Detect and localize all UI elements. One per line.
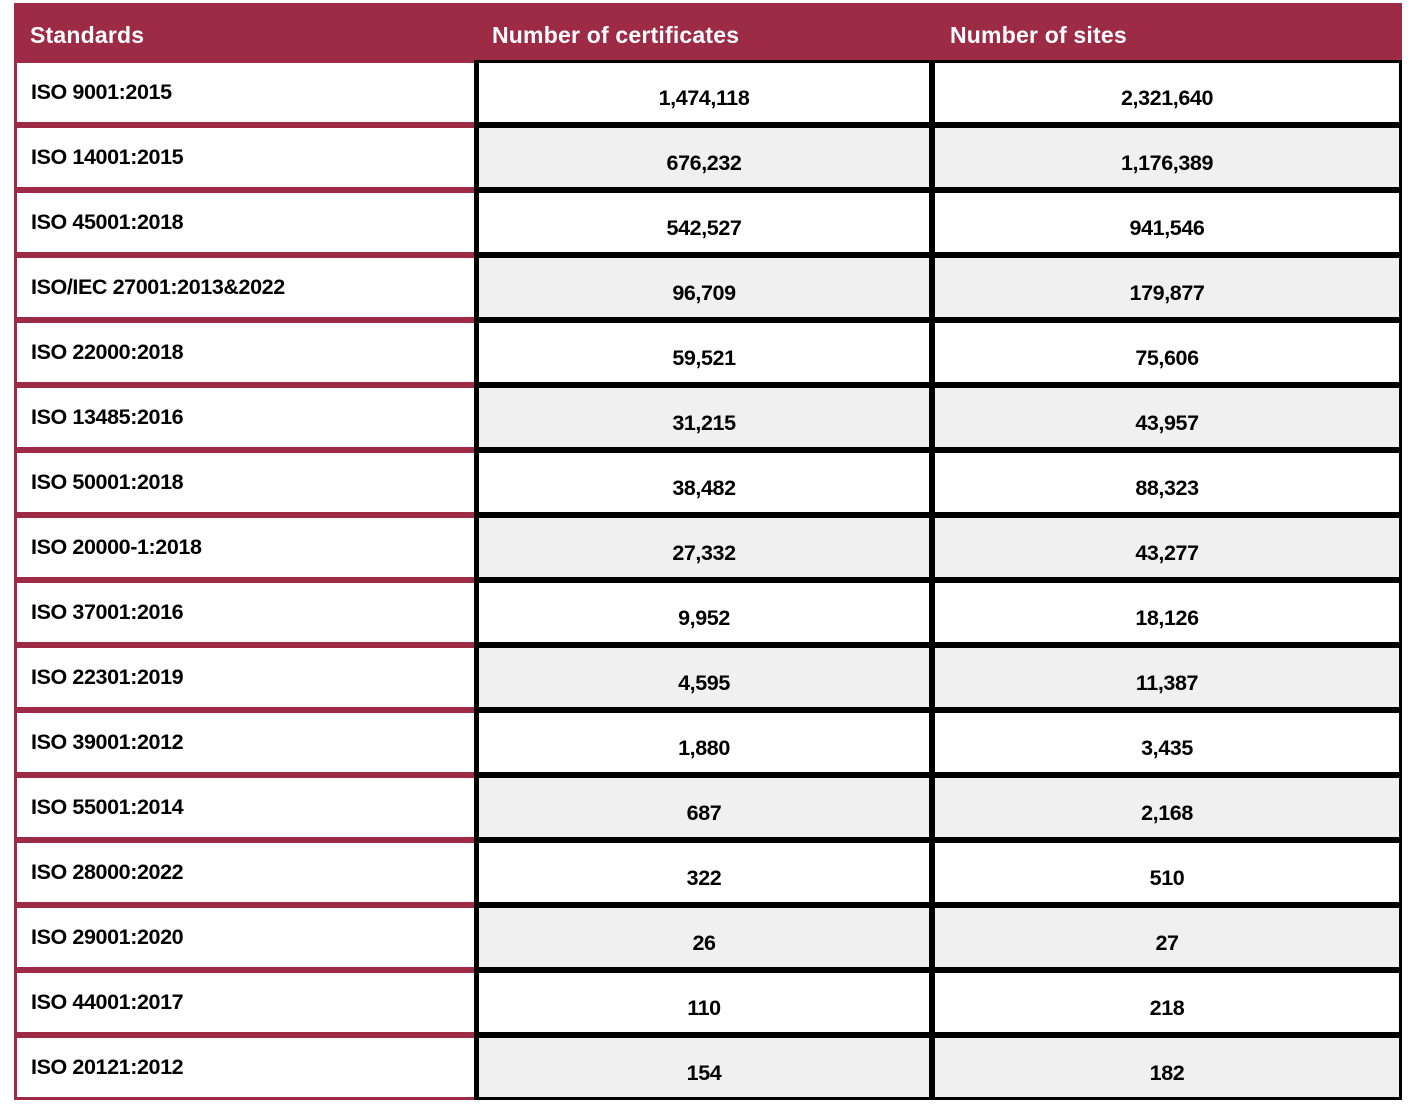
standard-cell: ISO 13485:2016: [14, 385, 474, 450]
header-certificates: Number of certificates: [474, 3, 932, 60]
certificates-cell: 687: [474, 775, 932, 840]
standard-cell: ISO 9001:2015: [14, 60, 474, 125]
table-row: ISO 29001:2020 26 27: [14, 905, 1402, 970]
table-row: ISO 22301:2019 4,595 11,387: [14, 645, 1402, 710]
table-body: ISO 9001:2015 1,474,118 2,321,640 ISO 14001…: [14, 60, 1402, 1100]
standard-cell: ISO 37001:2016: [14, 580, 474, 645]
certificates-cell: 96,709: [474, 255, 932, 320]
table-row: ISO 14001:2015 676,232 1,176,389: [14, 125, 1402, 190]
certificates-cell: 322: [474, 840, 932, 905]
standard-cell: ISO 20121:2012: [14, 1035, 474, 1100]
standard-cell: ISO/IEC 27001:2013&2022: [14, 255, 474, 320]
standard-cell: ISO 44001:2017: [14, 970, 474, 1035]
standard-cell: ISO 50001:2018: [14, 450, 474, 515]
header-sites: Number of sites: [932, 3, 1402, 60]
sites-cell: 510: [932, 840, 1402, 905]
sites-cell: 179,877: [932, 255, 1402, 320]
standard-cell: ISO 22301:2019: [14, 645, 474, 710]
standard-cell: ISO 39001:2012: [14, 710, 474, 775]
certificates-cell: 9,952: [474, 580, 932, 645]
certificates-cell: 4,595: [474, 645, 932, 710]
table-row: ISO 55001:2014 687 2,168: [14, 775, 1402, 840]
sites-cell: 27: [932, 905, 1402, 970]
certificates-cell: 59,521: [474, 320, 932, 385]
table-row: ISO 44001:2017 110 218: [14, 970, 1402, 1035]
sites-cell: 1,176,389: [932, 125, 1402, 190]
table-row: ISO 28000:2022 322 510: [14, 840, 1402, 905]
header-row: Standards Number of certificates Number …: [14, 3, 1402, 60]
table-row: ISO 37001:2016 9,952 18,126: [14, 580, 1402, 645]
certificates-cell: 26: [474, 905, 932, 970]
certificates-cell: 676,232: [474, 125, 932, 190]
standard-cell: ISO 28000:2022: [14, 840, 474, 905]
standard-cell: ISO 29001:2020: [14, 905, 474, 970]
sites-cell: 2,168: [932, 775, 1402, 840]
standard-cell: ISO 20000-1:2018: [14, 515, 474, 580]
sites-cell: 941,546: [932, 190, 1402, 255]
sites-cell: 218: [932, 970, 1402, 1035]
sites-cell: 2,321,640: [932, 60, 1402, 125]
table-row: ISO 22000:2018 59,521 75,606: [14, 320, 1402, 385]
certificates-cell: 1,474,118: [474, 60, 932, 125]
sites-cell: 88,323: [932, 450, 1402, 515]
table-row: ISO 20000-1:2018 27,332 43,277: [14, 515, 1402, 580]
sites-cell: 43,277: [932, 515, 1402, 580]
sites-cell: 3,435: [932, 710, 1402, 775]
table-row: ISO 39001:2012 1,880 3,435: [14, 710, 1402, 775]
certificates-cell: 27,332: [474, 515, 932, 580]
iso-survey-table: Standards Number of certificates Number …: [14, 3, 1402, 1100]
sites-cell: 43,957: [932, 385, 1402, 450]
standard-cell: ISO 45001:2018: [14, 190, 474, 255]
certificates-cell: 31,215: [474, 385, 932, 450]
table-row: ISO 20121:2012 154 182: [14, 1035, 1402, 1100]
table-row: ISO 13485:2016 31,215 43,957: [14, 385, 1402, 450]
certificates-cell: 542,527: [474, 190, 932, 255]
table-row: ISO 9001:2015 1,474,118 2,321,640: [14, 60, 1402, 125]
certificates-cell: 154: [474, 1035, 932, 1100]
table-row: ISO/IEC 27001:2013&2022 96,709 179,877: [14, 255, 1402, 320]
header-standards: Standards: [14, 3, 474, 60]
certificates-cell: 1,880: [474, 710, 932, 775]
certificates-cell: 110: [474, 970, 932, 1035]
standard-cell: ISO 22000:2018: [14, 320, 474, 385]
sites-cell: 182: [932, 1035, 1402, 1100]
standard-cell: ISO 14001:2015: [14, 125, 474, 190]
sites-cell: 75,606: [932, 320, 1402, 385]
sites-cell: 11,387: [932, 645, 1402, 710]
table-row: ISO 50001:2018 38,482 88,323: [14, 450, 1402, 515]
sites-cell: 18,126: [932, 580, 1402, 645]
table-row: ISO 45001:2018 542,527 941,546: [14, 190, 1402, 255]
certificates-cell: 38,482: [474, 450, 932, 515]
standard-cell: ISO 55001:2014: [14, 775, 474, 840]
